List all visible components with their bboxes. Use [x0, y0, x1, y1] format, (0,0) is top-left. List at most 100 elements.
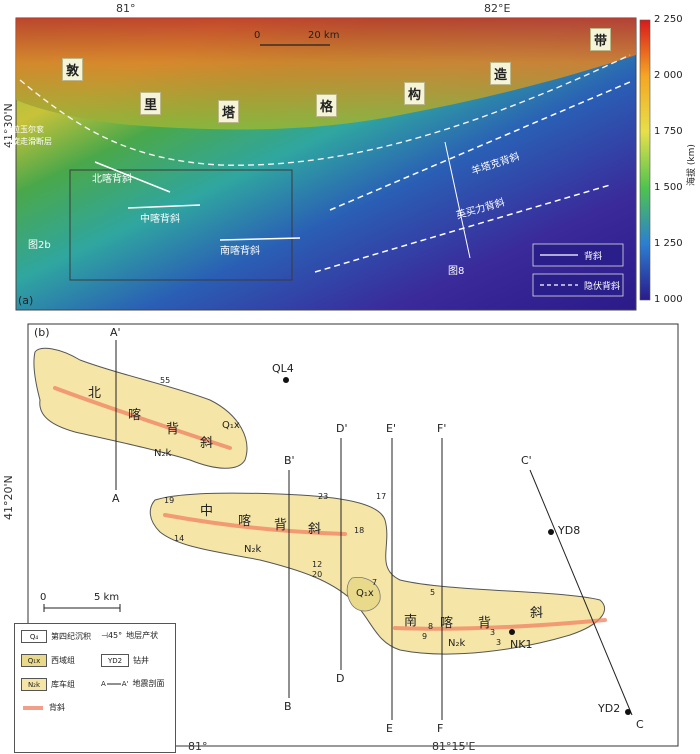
- legend-anticline-label: 背斜: [584, 252, 603, 262]
- fault-label-1: 喀拉玉尔衮: [4, 125, 44, 134]
- n2k-swatch: N₂k: [21, 678, 47, 691]
- range-char-1: 敦: [62, 58, 84, 81]
- dip-value: 23: [318, 492, 329, 501]
- section-C-bottom: C: [636, 718, 644, 731]
- attitude-symbol-icon: ⊣45°: [101, 631, 123, 640]
- q1x-patch: [346, 577, 381, 612]
- middle-char-2: 喀: [238, 514, 252, 529]
- lat-label-b: 41°20'N: [2, 475, 15, 520]
- well-symbol-icon: YD2: [101, 654, 129, 667]
- section-D-bottom: D: [336, 672, 345, 685]
- legend-n2k: N₂k 库车组: [21, 678, 75, 691]
- scale-length-a: 20 km: [308, 30, 340, 41]
- dip-value: 20: [312, 570, 323, 579]
- unit-n2k-middle: N₂k: [244, 544, 262, 555]
- dem-relief: [15, 17, 651, 311]
- anticline-swatch: [21, 702, 45, 713]
- scale-length-b: 5 km: [94, 592, 120, 603]
- elevation-colorbar: [639, 19, 651, 301]
- middle-anticline-label: 中喀背斜: [140, 214, 180, 225]
- legend-section: A A' 地震剖面: [101, 678, 165, 689]
- dip-value: 9: [422, 632, 428, 641]
- section-E-top: E': [386, 422, 396, 435]
- colorbar-title: 海拔 (km): [687, 144, 697, 186]
- well-yd2-marker: [625, 709, 631, 715]
- mountain-belt: [16, 18, 636, 130]
- middle-char-4: 斜: [308, 522, 322, 537]
- north-char-2: 喀: [128, 408, 142, 423]
- south-char-4: 斜: [530, 606, 544, 621]
- lon-label-82: 82°E: [484, 2, 511, 15]
- middle-char-3: 背: [274, 518, 288, 533]
- dip-value: 19: [164, 496, 175, 505]
- cb-tick-1000: 1 000: [654, 294, 683, 305]
- scale-zero-a: 0: [254, 30, 261, 41]
- well-nk1-marker: [509, 629, 515, 635]
- section-B-bottom: B: [284, 700, 292, 713]
- section-A-bottom: A: [112, 492, 120, 505]
- dip-value: 14: [174, 534, 185, 543]
- middle-char-1: 中: [200, 504, 214, 519]
- range-char-2: 里: [140, 92, 162, 115]
- dip-value: 55: [160, 376, 171, 385]
- south-anticline-axis: [219, 237, 301, 241]
- legend-q4-label: 第四纪沉积: [51, 632, 91, 641]
- legend-attitude-label: 地层产状: [126, 631, 159, 640]
- legend-q1x: Q₁x 西域组: [21, 654, 75, 667]
- north-axis-b: [53, 386, 232, 450]
- lon-label-b-81: 81°: [188, 740, 208, 753]
- section-symbol-icon: A A': [101, 679, 129, 688]
- legend-well-label: 钻井: [133, 656, 149, 665]
- well-yd8-marker: [548, 529, 554, 535]
- legend-attitude: ⊣45° 地层产状: [101, 630, 158, 641]
- unit-n2k-north: N₂k: [154, 448, 172, 459]
- legend-q4: Q₄ 第四纪沉积: [21, 630, 91, 643]
- north-anticline-axis: [94, 161, 171, 193]
- well-yd8-label: YD8: [558, 524, 581, 537]
- south-char-2: 喀: [440, 616, 454, 631]
- south-anticline-label: 南喀背斜: [220, 246, 260, 257]
- range-char-7: 带: [590, 28, 612, 51]
- lon-label-b-8115: 81°15'E: [432, 740, 476, 753]
- well-ql4-marker: [283, 377, 289, 383]
- section-B-top: B': [284, 454, 295, 467]
- well-yd2-label: YD2: [598, 702, 621, 715]
- fig8-ref: 图8: [448, 266, 465, 277]
- dip-value: 12: [312, 560, 323, 569]
- section-A-top: A': [110, 326, 121, 339]
- section-C-top: C': [521, 454, 532, 467]
- yangtake-anticline-axis: [329, 81, 631, 211]
- q1x-swatch: Q₁x: [21, 654, 47, 667]
- fig2b-ref: 图2b: [28, 240, 51, 251]
- fig2b-box: [69, 169, 293, 281]
- cb-tick-1500: 1 500: [654, 182, 683, 193]
- section-E-bottom: E: [386, 722, 393, 735]
- panel-b-legend: Q₄ 第四纪沉积 Q₁x 西域组 N₂k 库车组 背斜 ⊣45° 地层产状 YD…: [14, 623, 176, 753]
- unit-q1x-north: Q₁x: [222, 420, 240, 431]
- well-nk1-label: NK1: [510, 638, 533, 651]
- north-anticline-label: 北喀背斜: [92, 174, 132, 185]
- legend-anticline-b: 背斜: [21, 702, 65, 713]
- north-char-3: 背: [166, 422, 180, 437]
- north-char-1: 北: [88, 386, 102, 401]
- panel-a-dem-map: 81° 82°E 41°30'N (a) 0 20 km 敦 里 塔 格 构 造…: [0, 0, 700, 315]
- range-char-4: 格: [316, 94, 338, 117]
- cb-tick-2250: 2 250: [654, 14, 683, 25]
- dip-value: 18: [354, 526, 365, 535]
- north-anticline-outcrop: [33, 347, 248, 469]
- unit-n2k-south: N₂k: [448, 638, 466, 649]
- lon-label-81: 81°: [116, 2, 136, 15]
- well-ql4-label: QL4: [272, 362, 294, 375]
- unit-q1x-south: Q₁x: [356, 588, 374, 599]
- middle-anticline-axis: [127, 204, 201, 209]
- legend-well: YD2 钻井: [101, 654, 149, 667]
- south-char-1: 南: [404, 614, 418, 629]
- section-F-bottom: F: [437, 722, 444, 735]
- panel-b-label: (b): [34, 326, 50, 339]
- fault-label-2: 右旋走滑断层: [4, 137, 52, 146]
- legend-anticline-label-b: 背斜: [49, 703, 65, 712]
- dip-value: 5: [430, 588, 436, 597]
- q4-swatch: Q₄: [21, 630, 47, 643]
- scale-zero-b: 0: [40, 592, 47, 603]
- legend-q1x-label: 西域组: [51, 656, 75, 665]
